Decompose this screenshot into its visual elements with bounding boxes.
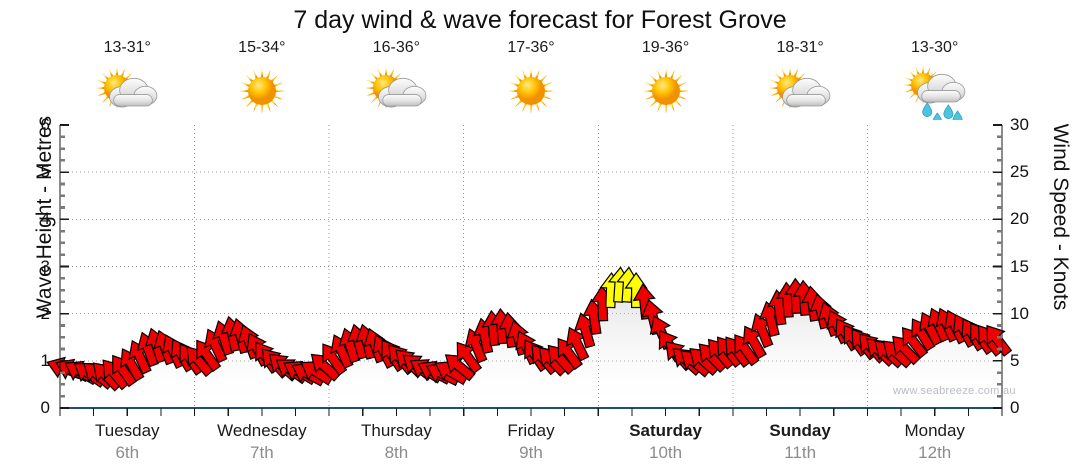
day-name: Friday [507, 421, 555, 440]
day-date: 10th [649, 443, 683, 462]
day-header: 18-31° [733, 38, 868, 120]
x-axis-day-label: Friday 9th [464, 420, 599, 464]
sun-cloud-rain-icon [867, 62, 1002, 120]
x-axis-day-label: Monday 12th [867, 420, 1002, 464]
temperature-range-label: 13-30° [911, 39, 959, 56]
right-tick-label: 5 [1010, 350, 1020, 370]
sun-behind-cloud-icon [329, 62, 464, 120]
day-date: 7th [250, 443, 274, 462]
temperature-range-label: 15-34° [238, 39, 286, 56]
watermark: www.seabreeze.com.au [893, 385, 1016, 397]
right-tick-label: 15 [1010, 256, 1029, 276]
day-header: 19-36° [598, 38, 733, 120]
day-name: Tuesday [94, 421, 160, 440]
right-tick-label: 20 [1010, 209, 1029, 229]
temperature-range-label: 17-36° [507, 39, 555, 56]
temperature-range-label: 13-31° [103, 39, 151, 56]
day-name: Thursday [360, 421, 432, 440]
x-axis-day-label: Sunday 11th [733, 420, 868, 464]
chart-title: 7 day wind & wave forecast for Forest Gr… [293, 6, 787, 34]
day-date: 12th [918, 443, 952, 462]
left-tick-label: 3 [40, 256, 50, 276]
day-date: 11th [784, 443, 817, 462]
day-header: 13-31° [60, 38, 195, 120]
day-name: Wednesday [217, 421, 307, 440]
x-axis-day-label: Tuesday 6th [60, 420, 195, 464]
right-tick-label: 30 [1010, 115, 1029, 134]
day-name: Saturday [629, 421, 702, 440]
day-header: 15-34° [195, 38, 330, 120]
day-date: 6th [115, 443, 140, 462]
sun-icon [464, 62, 599, 120]
right-tick-label: 25 [1010, 162, 1029, 182]
sun-icon [598, 62, 733, 120]
day-date: 9th [519, 443, 543, 462]
day-name: Monday [904, 421, 965, 440]
right-tick-label: 10 [1010, 303, 1029, 323]
left-tick-label: 5 [40, 162, 50, 182]
day-date: 8th [384, 443, 409, 462]
left-tick-label: 0 [40, 398, 50, 417]
x-axis-day-label: Thursday 8th [329, 420, 464, 464]
x-axis-day-label: Wednesday 7th [195, 420, 330, 464]
wind-arrow-group [46, 266, 1013, 392]
x-axis-day-label: Saturday 10th [598, 420, 733, 464]
axis-lines [59, 124, 1003, 416]
temperature-range-label: 19-36° [641, 39, 690, 56]
sun-behind-cloud-icon [60, 62, 195, 120]
temperature-range-label: 18-31° [776, 39, 824, 56]
day-header: 17-36° [464, 38, 599, 120]
day-header: 13-30° [867, 38, 1002, 120]
wind-arrow [892, 335, 921, 366]
temperature-range-label: 16-36° [372, 39, 421, 56]
sun-icon [195, 62, 330, 120]
day-name: Sunday [769, 421, 831, 440]
right-tick-label: 0 [1010, 398, 1020, 417]
sun-behind-cloud-icon [733, 62, 868, 120]
left-tick-label: 2 [40, 303, 50, 323]
left-tick-label: 4 [40, 209, 50, 229]
day-header: 16-36° [329, 38, 464, 120]
left-tick-label: 6 [40, 115, 50, 134]
left-tick-label: 1 [40, 350, 50, 370]
wind-arrow [986, 324, 1013, 357]
